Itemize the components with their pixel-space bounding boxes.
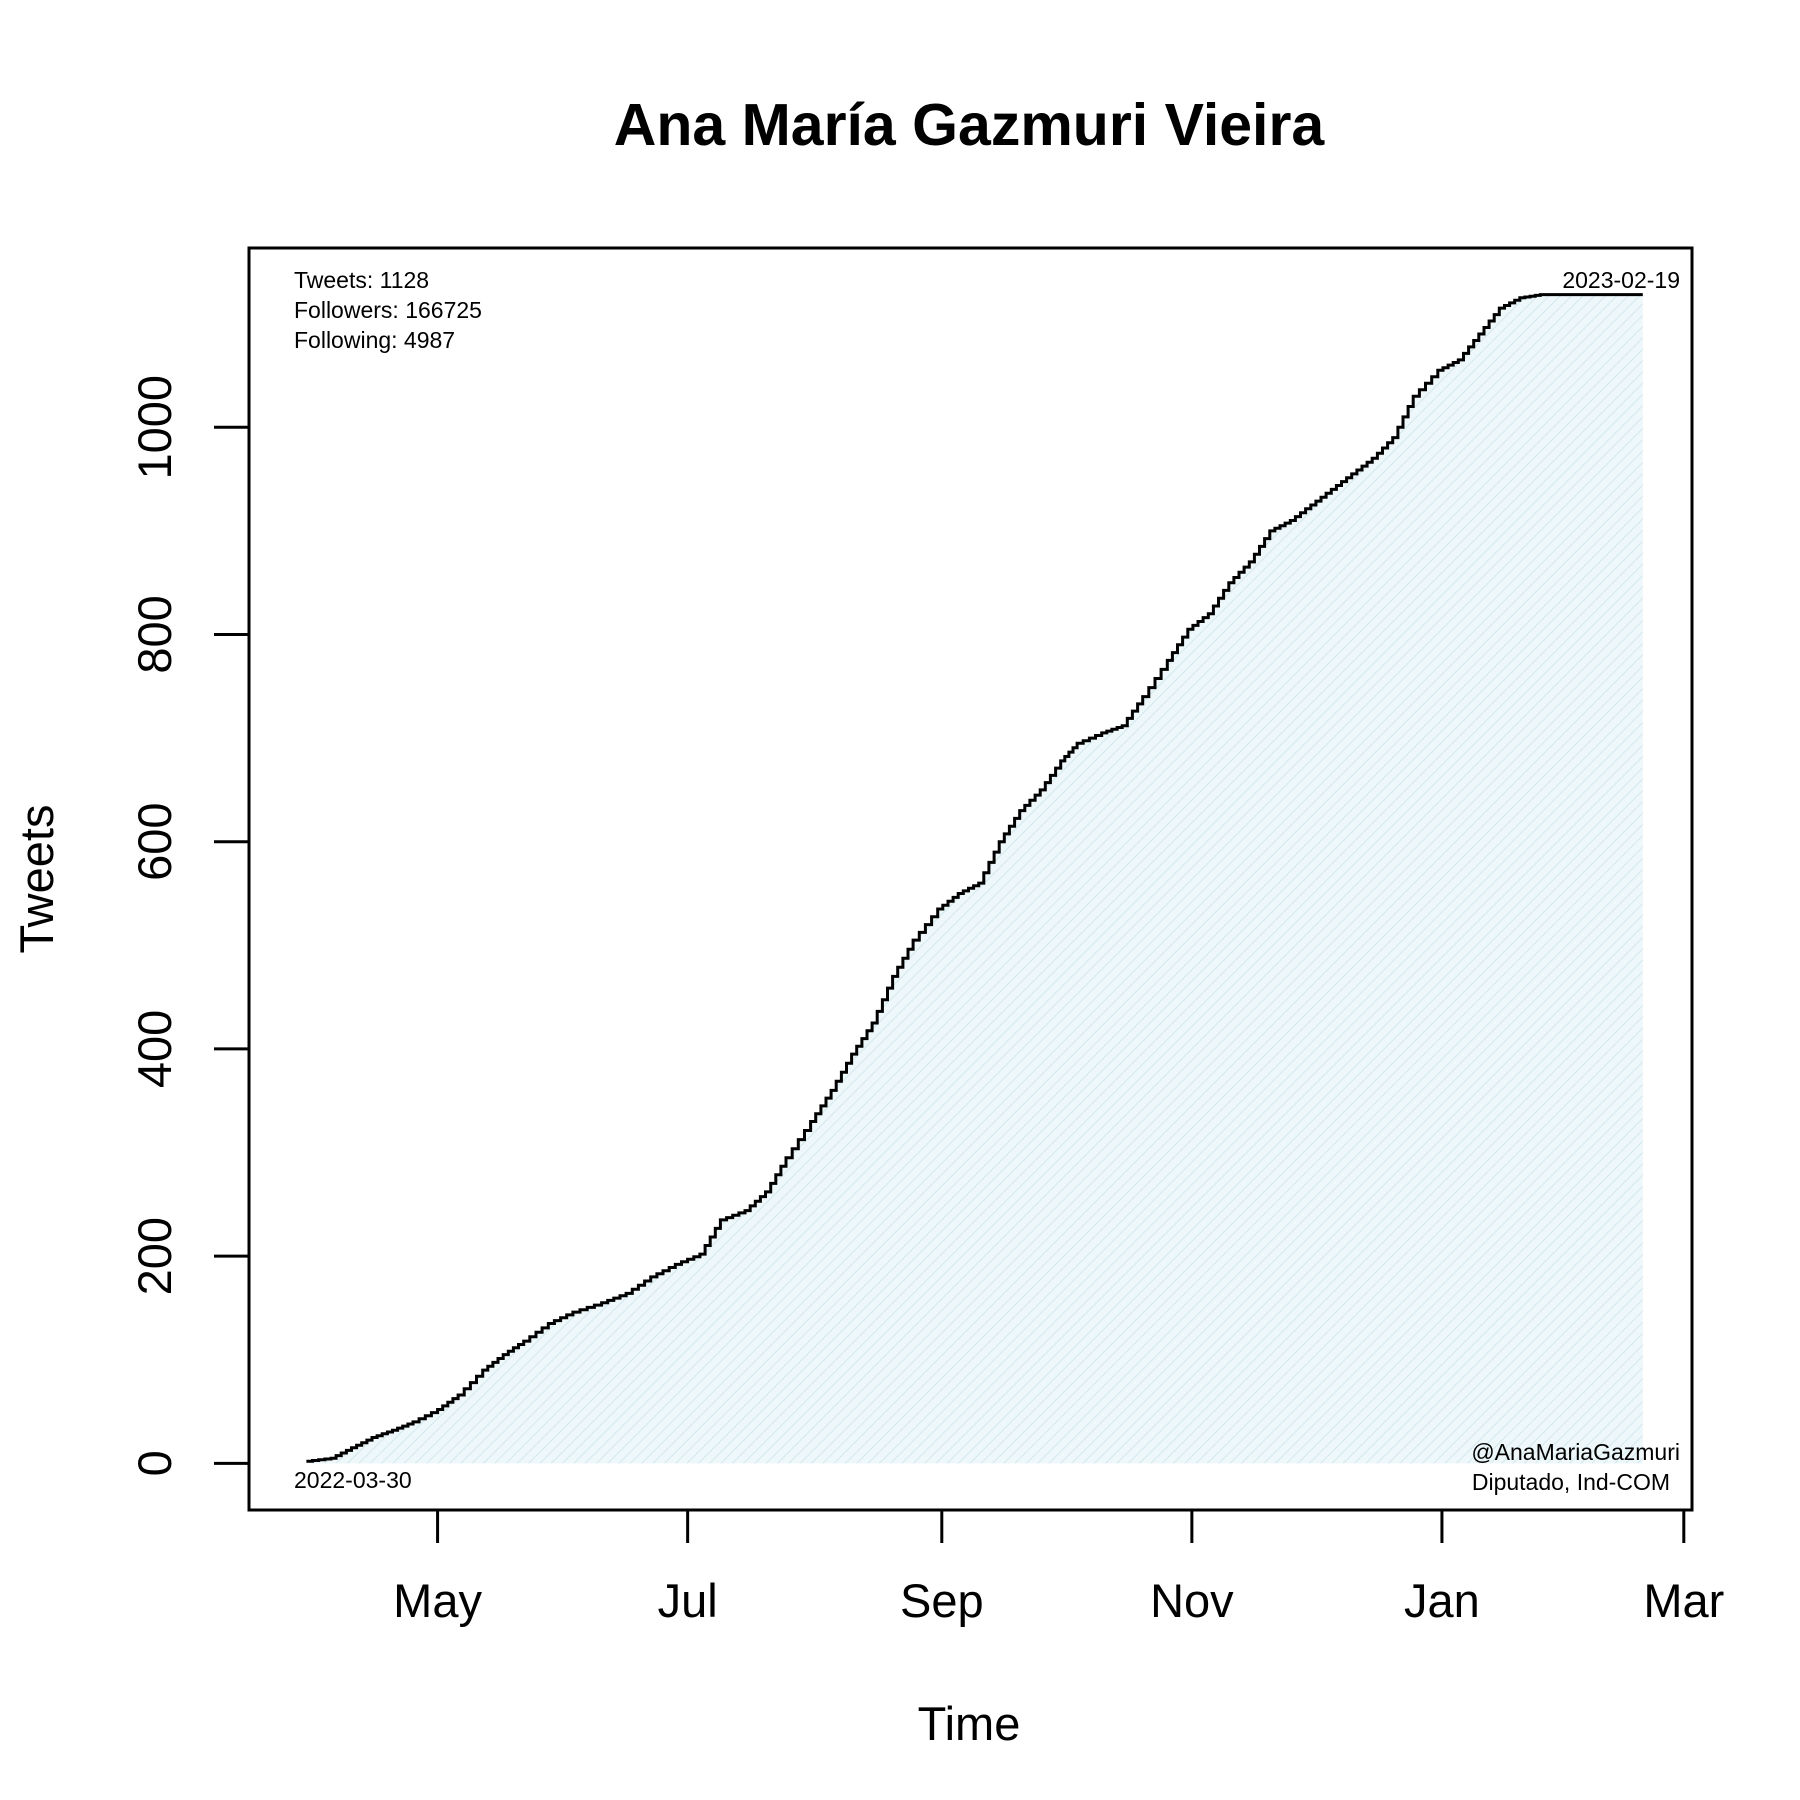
- y-tick-label: 800: [128, 595, 181, 673]
- x-tick-label: Sep: [900, 1574, 984, 1627]
- x-tick-label: Jul: [658, 1574, 718, 1627]
- tweets-area: [306, 294, 1643, 1464]
- account-role: Diputado, Ind-COM: [1472, 1469, 1670, 1495]
- y-tick-label: 600: [128, 802, 181, 880]
- tweets-count: Tweets: 1128: [294, 267, 429, 293]
- start-date: 2022-03-30: [294, 1467, 412, 1493]
- y-tick-label: 0: [128, 1450, 181, 1476]
- x-tick-label: May: [393, 1574, 482, 1627]
- y-axis-title: Tweets: [10, 805, 63, 954]
- x-axis: May Jul Sep Nov Jan Mar: [393, 1508, 1724, 1627]
- chart-title: Ana María Gazmuri Vieira: [614, 92, 1326, 158]
- end-date: 2023-02-19: [1562, 267, 1680, 293]
- following-count: Following: 4987: [294, 327, 455, 353]
- area-layer: [306, 294, 1643, 1464]
- line-layer: [306, 293, 1643, 1463]
- followers-count: Followers: 166725: [294, 297, 482, 323]
- y-tick-label: 200: [128, 1217, 181, 1295]
- x-tick-label: Nov: [1150, 1574, 1234, 1627]
- tweets-line: [306, 293, 1643, 1463]
- y-tick-label: 1000: [128, 375, 181, 480]
- x-axis-title: Time: [918, 1697, 1021, 1750]
- y-tick-label: 400: [128, 1010, 181, 1088]
- x-tick-label: Jan: [1404, 1574, 1480, 1627]
- x-tick-label: Mar: [1643, 1574, 1724, 1627]
- account-handle: @AnaMariaGazmuri: [1471, 1439, 1680, 1465]
- y-axis: 0 200 400 600 800 1000: [128, 375, 251, 1476]
